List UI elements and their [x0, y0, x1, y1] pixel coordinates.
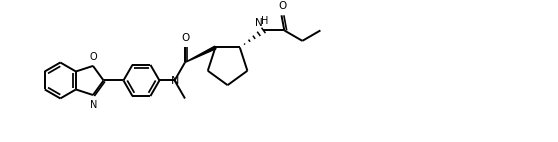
Polygon shape	[185, 46, 216, 62]
Text: N: N	[255, 18, 263, 28]
Text: O: O	[89, 52, 97, 62]
Text: O: O	[279, 1, 287, 11]
Text: H: H	[261, 16, 268, 26]
Text: N: N	[170, 76, 179, 86]
Text: N: N	[90, 100, 98, 110]
Text: O: O	[182, 33, 190, 43]
